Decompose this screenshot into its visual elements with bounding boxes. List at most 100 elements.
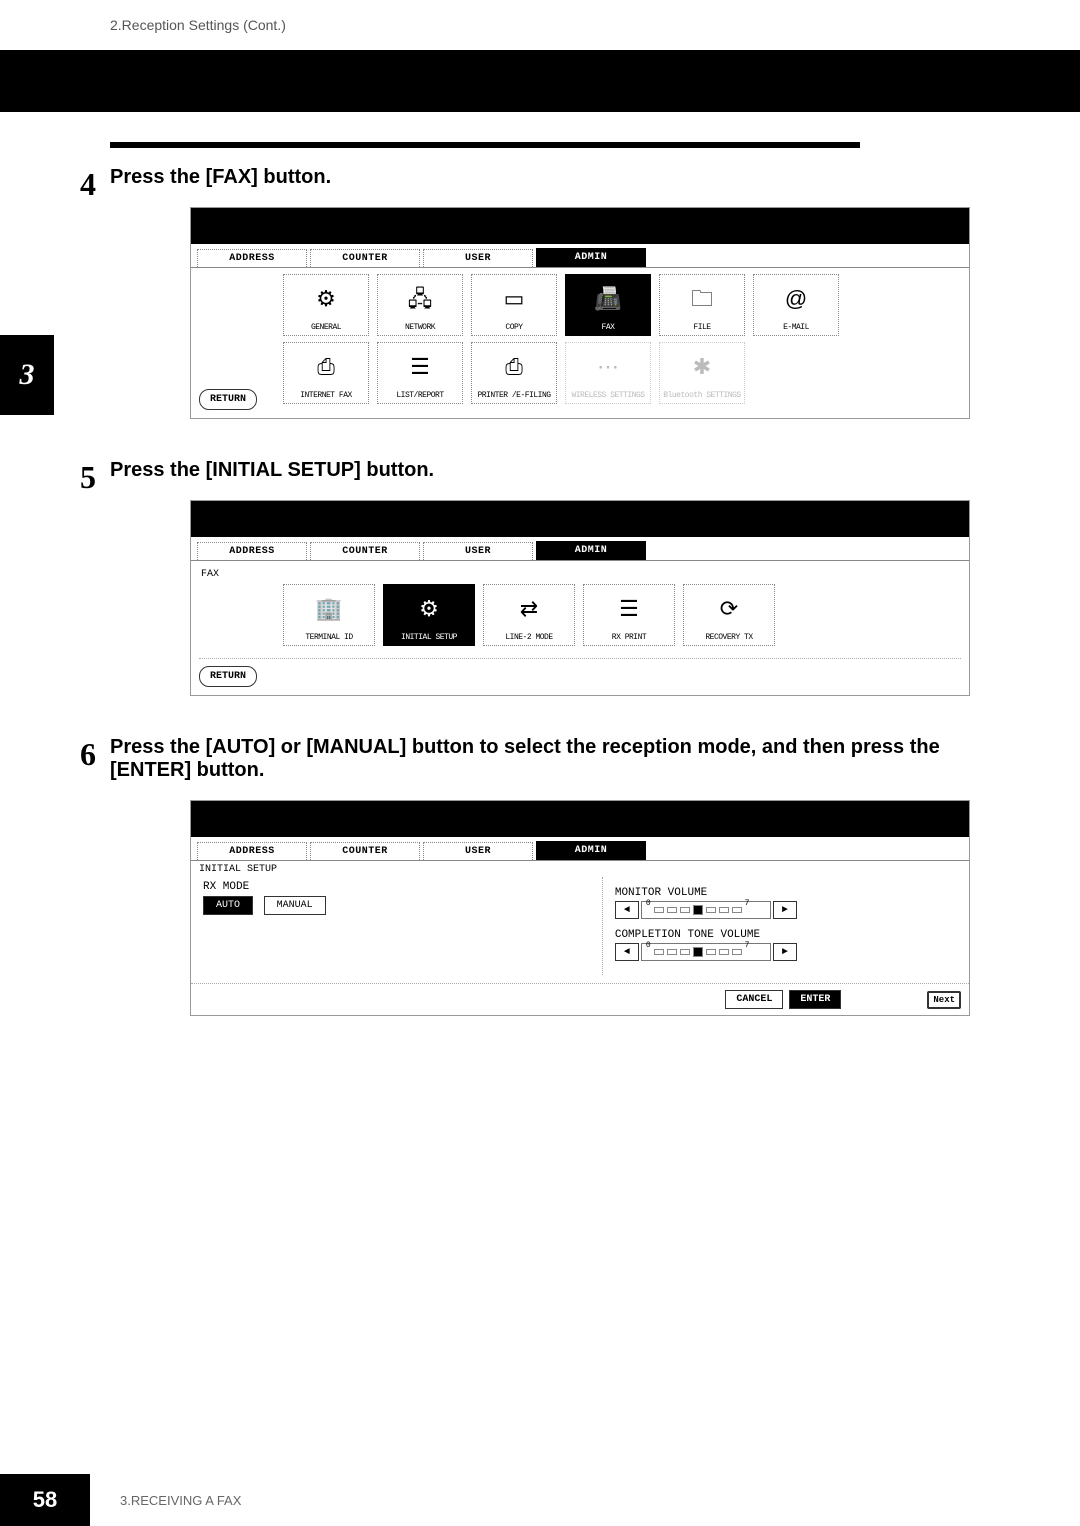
panel-5-tabs: ADDRESS COUNTER USER ADMIN <box>191 537 969 561</box>
tab-admin[interactable]: ADMIN <box>536 248 646 267</box>
panel-5-row-wrap: 🏢TERMINAL ID⚙INITIAL SETUP⇄LINE-2 MODE☰R… <box>199 584 961 652</box>
tab-admin[interactable]: ADMIN <box>536 841 646 860</box>
icon-button-network[interactable]: 🖧NETWORK <box>377 274 463 336</box>
panel-5-topbar <box>191 501 969 537</box>
icon-button-label: INTERNET FAX <box>300 391 352 400</box>
icon-button-list-report[interactable]: ☰LIST/REPORT <box>377 342 463 404</box>
tab-admin[interactable]: ADMIN <box>536 541 646 560</box>
e-mail-icon: @ <box>785 275 807 323</box>
icon-button-internet-fax[interactable]: ⎙INTERNET FAX <box>283 342 369 404</box>
manual-button[interactable]: MANUAL <box>264 896 326 915</box>
tab-counter[interactable]: COUNTER <box>310 542 420 560</box>
auto-button[interactable]: AUTO <box>203 896 253 915</box>
completion-tone-control: ◄ 0 7 <box>615 943 955 961</box>
icon-button-line-2-mode[interactable]: ⇄LINE-2 MODE <box>483 584 575 646</box>
general-icon: ⚙ <box>316 275 336 323</box>
icon-button-label: INITIAL SETUP <box>401 633 457 642</box>
step-4: 4 Press the [FAX] button. ADDRESS COUNTE… <box>0 166 970 439</box>
icon-button-fax[interactable]: 📠FAX <box>565 274 651 336</box>
tab-user[interactable]: USER <box>423 542 533 560</box>
icon-button-file[interactable]: 🗀FILE <box>659 274 745 336</box>
icon-button-bluetooth-settings[interactable]: ✱Bluetooth SETTINGS <box>659 342 745 404</box>
step-5: 5 Press the [INITIAL SETUP] button. ADDR… <box>0 459 970 716</box>
icon-button-label: Bluetooth SETTINGS <box>663 391 740 400</box>
rx-print-icon: ☰ <box>619 585 639 633</box>
icon-button-label: NETWORK <box>405 323 435 332</box>
panel-4-topbar <box>191 208 969 244</box>
step-6: 6 Press the [AUTO] or [MANUAL] button to… <box>0 736 970 1036</box>
volume-segment <box>706 949 716 955</box>
enter-button[interactable]: ENTER <box>789 990 841 1009</box>
panel-6-body: RX MODE AUTO MANUAL MONITOR VOLUME ◄ <box>191 875 969 983</box>
icon-button-label: LIST/REPORT <box>396 391 443 400</box>
icon-button-label: GENERAL <box>311 323 341 332</box>
tab-address[interactable]: ADDRESS <box>197 542 307 560</box>
panel-6-breadcrumb: INITIAL SETUP <box>191 861 969 875</box>
volume-segment <box>654 907 664 913</box>
initial-setup-icon: ⚙ <box>419 585 439 633</box>
volume-up-button[interactable]: ► <box>773 943 797 961</box>
terminal-id-icon: 🏢 <box>315 585 342 633</box>
icon-button-recovery-tx[interactable]: ⟳RECOVERY TX <box>683 584 775 646</box>
panel-4-row2-wrap: RETURN ⎙INTERNET FAX☰LIST/REPORT⎙PRINTER… <box>199 342 961 410</box>
panel-6-left: RX MODE AUTO MANUAL <box>199 877 603 975</box>
panel-6-right: MONITOR VOLUME ◄ 0 <box>603 877 961 975</box>
step-6-title: Press the [AUTO] or [MANUAL] button to s… <box>110 736 970 782</box>
next-button[interactable]: Next <box>927 991 961 1009</box>
volume-segment <box>680 907 690 913</box>
tab-user[interactable]: USER <box>423 249 533 267</box>
volume-segment <box>667 907 677 913</box>
panel-4-row2: ⎙INTERNET FAX☰LIST/REPORT⎙PRINTER /E-FIL… <box>283 342 745 404</box>
header-black-band <box>0 50 1080 112</box>
icon-button-general[interactable]: ⚙GENERAL <box>283 274 369 336</box>
icon-button-label: COPY <box>505 323 522 332</box>
volume-up-button[interactable]: ► <box>773 901 797 919</box>
volume-down-button[interactable]: ◄ <box>615 901 639 919</box>
return-button[interactable]: RETURN <box>199 389 257 410</box>
volume-segment <box>719 907 729 913</box>
step-6-number: 6 <box>0 736 110 1036</box>
icon-button-e-mail[interactable]: @E-MAIL <box>753 274 839 336</box>
chapter-side-tab: 3 <box>0 335 54 415</box>
step-5-number: 5 <box>0 459 110 716</box>
volume-segment <box>667 949 677 955</box>
return-button[interactable]: RETURN <box>199 666 257 687</box>
volume-segment <box>732 907 742 913</box>
icon-button-terminal-id[interactable]: 🏢TERMINAL ID <box>283 584 375 646</box>
tab-counter[interactable]: COUNTER <box>310 249 420 267</box>
tab-counter[interactable]: COUNTER <box>310 842 420 860</box>
step-5-title: Press the [INITIAL SETUP] button. <box>110 459 970 482</box>
volume-segment <box>719 949 729 955</box>
fax-icon: 📠 <box>594 275 621 323</box>
wireless-settings-icon: ⋯ <box>597 343 619 391</box>
panel-6-footer: CANCEL ENTER Next <box>191 983 969 1015</box>
tab-user[interactable]: USER <box>423 842 533 860</box>
panel-5-breadcrumb: FAX <box>199 567 961 584</box>
icon-button-rx-print[interactable]: ☰RX PRINT <box>583 584 675 646</box>
completion-tone-bar: 0 7 <box>641 943 771 961</box>
page-footer: 58 3.RECEIVING A FAX <box>0 1474 1080 1526</box>
icon-button-initial-setup[interactable]: ⚙INITIAL SETUP <box>383 584 475 646</box>
icon-button-wireless-settings[interactable]: ⋯WIRELESS SETTINGS <box>565 342 651 404</box>
volume-segment <box>680 949 690 955</box>
internet-fax-icon: ⎙ <box>317 343 335 391</box>
volume-segment <box>654 949 664 955</box>
panel-4-tabs: ADDRESS COUNTER USER ADMIN <box>191 244 969 268</box>
icon-button-printer-e-filing[interactable]: ⎙PRINTER /E-FILING <box>471 342 557 404</box>
volume-segment-current <box>693 947 703 957</box>
volume-down-button[interactable]: ◄ <box>615 943 639 961</box>
volume-segment-current <box>693 905 703 915</box>
cancel-button[interactable]: CANCEL <box>725 990 783 1009</box>
panel-6-tabs: ADDRESS COUNTER USER ADMIN <box>191 837 969 861</box>
monitor-volume-bar: 0 7 <box>641 901 771 919</box>
icon-button-label: LINE-2 MODE <box>505 633 552 642</box>
tab-address[interactable]: ADDRESS <box>197 842 307 860</box>
tab-address[interactable]: ADDRESS <box>197 249 307 267</box>
rx-mode-buttons: AUTO MANUAL <box>203 896 596 915</box>
step-6-body: Press the [AUTO] or [MANUAL] button to s… <box>110 736 970 1036</box>
volume-max-label: 7 <box>745 941 750 950</box>
page-number: 58 <box>0 1474 90 1526</box>
icon-button-copy[interactable]: ▭COPY <box>471 274 557 336</box>
panel-5-footer: RETURN <box>199 658 961 687</box>
panel-4-body: ⚙GENERAL🖧NETWORK▭COPY📠FAX🗀FILE@E-MAIL RE… <box>191 268 969 418</box>
